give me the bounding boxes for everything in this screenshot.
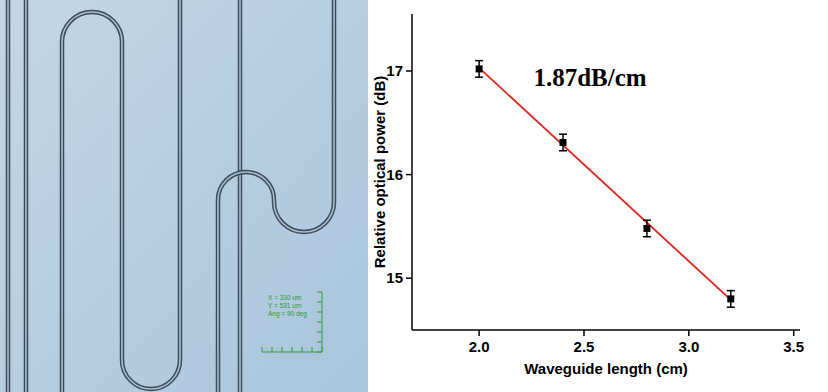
y-tick — [406, 174, 412, 176]
waveguide — [6, 0, 11, 392]
x-tick-label: 2.0 — [469, 338, 490, 355]
error-bar-cap — [643, 219, 651, 221]
scale-bar-tick — [272, 347, 273, 352]
waveguide-core — [62, 0, 180, 392]
error-bar-cap — [559, 150, 567, 152]
x-axis — [412, 329, 800, 331]
waveguide-core — [218, 0, 334, 392]
scale-bar-tick — [317, 302, 322, 303]
error-bar-cap — [475, 76, 483, 78]
error-bar-cap — [475, 60, 483, 62]
x-tick — [793, 330, 795, 336]
waveguide-core — [7, 0, 9, 392]
x-tick — [478, 330, 480, 336]
waveguide — [218, 0, 334, 392]
fit-line — [479, 68, 731, 300]
error-bar-cap — [559, 133, 567, 135]
y-tick-label: 17 — [386, 62, 403, 79]
y-axis-title: Relative optical power (dB) — [371, 76, 388, 269]
error-bar — [727, 291, 735, 308]
y-tick — [406, 277, 412, 279]
error-bar-cap — [727, 290, 735, 292]
scale-bar-tick — [312, 347, 313, 352]
y-tick-label: 16 — [386, 166, 403, 183]
data-point — [643, 225, 650, 232]
y-tick-label: 15 — [386, 269, 403, 286]
waveguide-core — [25, 0, 27, 392]
waveguide — [62, 0, 180, 392]
data-point — [560, 139, 567, 146]
scale-bar-tick — [317, 322, 322, 323]
waveguide — [24, 0, 29, 392]
scale-bar-tick — [302, 347, 303, 352]
scale-bar-text: Y = 531 um — [268, 302, 301, 309]
scale-bar-tick — [317, 312, 322, 313]
error-bar — [475, 61, 483, 78]
scale-bar-tick — [322, 347, 323, 352]
micrograph-background — [0, 0, 368, 392]
waveguide-core — [239, 0, 241, 392]
data-point — [727, 295, 734, 302]
figure: X = 330 umY = 531 umAng = 90 deg 2.0 2.5 3.… — [0, 0, 828, 392]
annotation: 1.87dB/cm — [533, 64, 646, 91]
x-tick — [583, 330, 585, 336]
x-tick — [688, 330, 690, 336]
error-bar-cap — [643, 236, 651, 238]
scale-bar: X = 330 umY = 531 umAng = 90 deg — [262, 292, 322, 352]
y-tick — [406, 70, 412, 72]
waveguide — [238, 0, 243, 392]
scale-bar-text: X = 330 um — [268, 294, 301, 301]
x-tick-label: 3.5 — [783, 338, 804, 355]
scale-bar-tick — [317, 352, 322, 353]
y-axis — [411, 14, 413, 330]
error-bar — [559, 134, 567, 151]
scale-bar-tick — [292, 347, 293, 352]
x-axis-title: Waveguide length (cm) — [524, 360, 688, 377]
x-tick-label: 3.0 — [678, 338, 699, 355]
plot-area — [475, 61, 735, 308]
micrograph: X = 330 umY = 531 umAng = 90 deg — [0, 0, 368, 392]
scale-bar-tick — [317, 342, 322, 343]
error-bar — [643, 220, 651, 237]
scale-bar-tick — [317, 292, 322, 293]
chart: 2.0 2.5 3.0 3.5 15 16 17 Waveguide length (cm) R… — [371, 14, 805, 377]
error-bar-cap — [727, 306, 735, 308]
scale-bar-text: Ang = 90 deg — [268, 310, 307, 318]
scale-bar-tick — [282, 347, 283, 352]
scale-bar-tick — [317, 332, 322, 333]
x-tick-label: 2.5 — [574, 338, 595, 355]
data-point — [476, 65, 483, 72]
scale-bar-tick — [262, 347, 263, 352]
